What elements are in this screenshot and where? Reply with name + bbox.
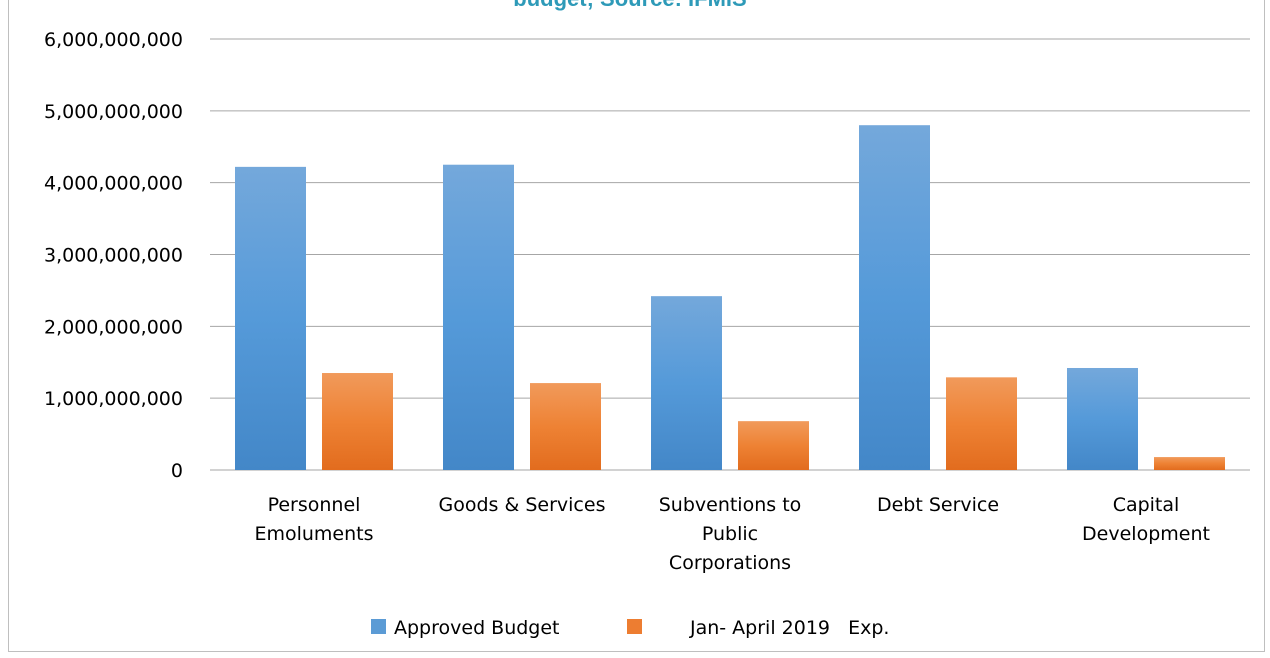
legend-swatch-approved [371, 619, 386, 634]
expenditure-bar [738, 421, 809, 470]
y-tick-label: 6,000,000,000 [44, 29, 183, 51]
y-axis: 0 1,000,000,000 2,000,000,000 3,000,000,000… [44, 29, 183, 482]
chart-title: budget; Source: IFMIS [513, 0, 746, 11]
approved-budget-bar [859, 125, 930, 470]
y-tick-label: 4,000,000,000 [44, 173, 183, 195]
x-category-label: Debt Service [877, 494, 999, 516]
y-tick-label: 2,000,000,000 [44, 316, 183, 338]
x-category-label: Goods & Services [439, 494, 606, 516]
expenditure-bar [946, 377, 1017, 470]
y-tick-label: 5,000,000,000 [44, 101, 183, 123]
x-axis: Personnel Emoluments Goods & Services Subve… [254, 494, 1209, 574]
expenditure-bar [1154, 457, 1225, 470]
approved-budget-bar [651, 296, 722, 470]
x-category-label: Subventions to Public Corporations [659, 494, 802, 574]
x-category-label: Personnel Emoluments [254, 494, 373, 545]
approved-budget-bar [443, 164, 514, 471]
expenditure-bar [530, 383, 601, 470]
approved-budget-bar [235, 166, 306, 470]
y-tick-label: 1,000,000,000 [44, 388, 183, 410]
legend-label: Approved Budget [394, 617, 560, 639]
x-category-label: Capital Development [1082, 494, 1210, 545]
bars [235, 125, 1225, 471]
approved-budget-bar [1067, 367, 1138, 470]
chart-frame [8, 0, 1265, 652]
legend-label: Jan- April 2019 Exp. [689, 617, 889, 639]
legend-swatch-expenditure [627, 619, 642, 634]
expenditure-bar [322, 373, 393, 470]
y-tick-label: 0 [171, 460, 183, 482]
legend: Approved Budget Jan- April 2019 Exp. [371, 617, 889, 639]
y-tick-label: 3,000,000,000 [44, 245, 183, 267]
